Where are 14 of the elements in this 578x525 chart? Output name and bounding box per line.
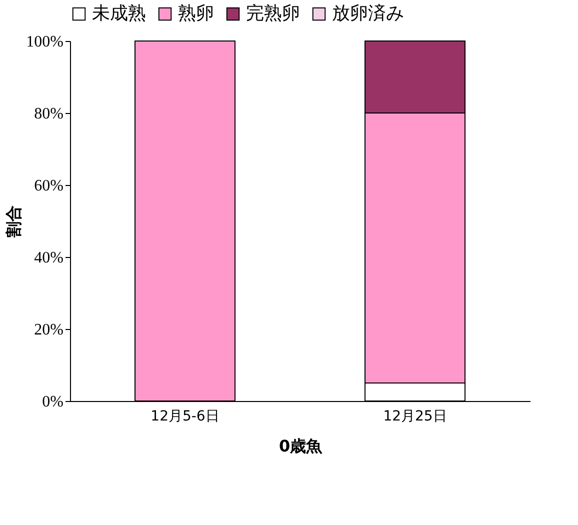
legend-label: 熟卵 — [178, 3, 214, 24]
y-axis-title: 割合 — [4, 206, 24, 238]
legend-label: 完熟卵 — [246, 3, 300, 24]
y-tick-label: 0% — [42, 394, 64, 410]
legend-label: 放卵済み — [332, 3, 404, 24]
y-tick-label: 100% — [26, 34, 64, 50]
x-tick-label: 12月5-6日 — [150, 408, 220, 424]
legend-label: 未成熟 — [92, 3, 146, 24]
x-tick-label: 12月25日 — [383, 408, 447, 424]
x-axis-title: 0歳魚 — [278, 436, 324, 456]
y-tick-label: 60% — [34, 178, 64, 194]
y-tick-label: 40% — [34, 250, 64, 266]
y-tick-label: 80% — [34, 106, 64, 122]
y-tick-label: 20% — [34, 322, 64, 338]
